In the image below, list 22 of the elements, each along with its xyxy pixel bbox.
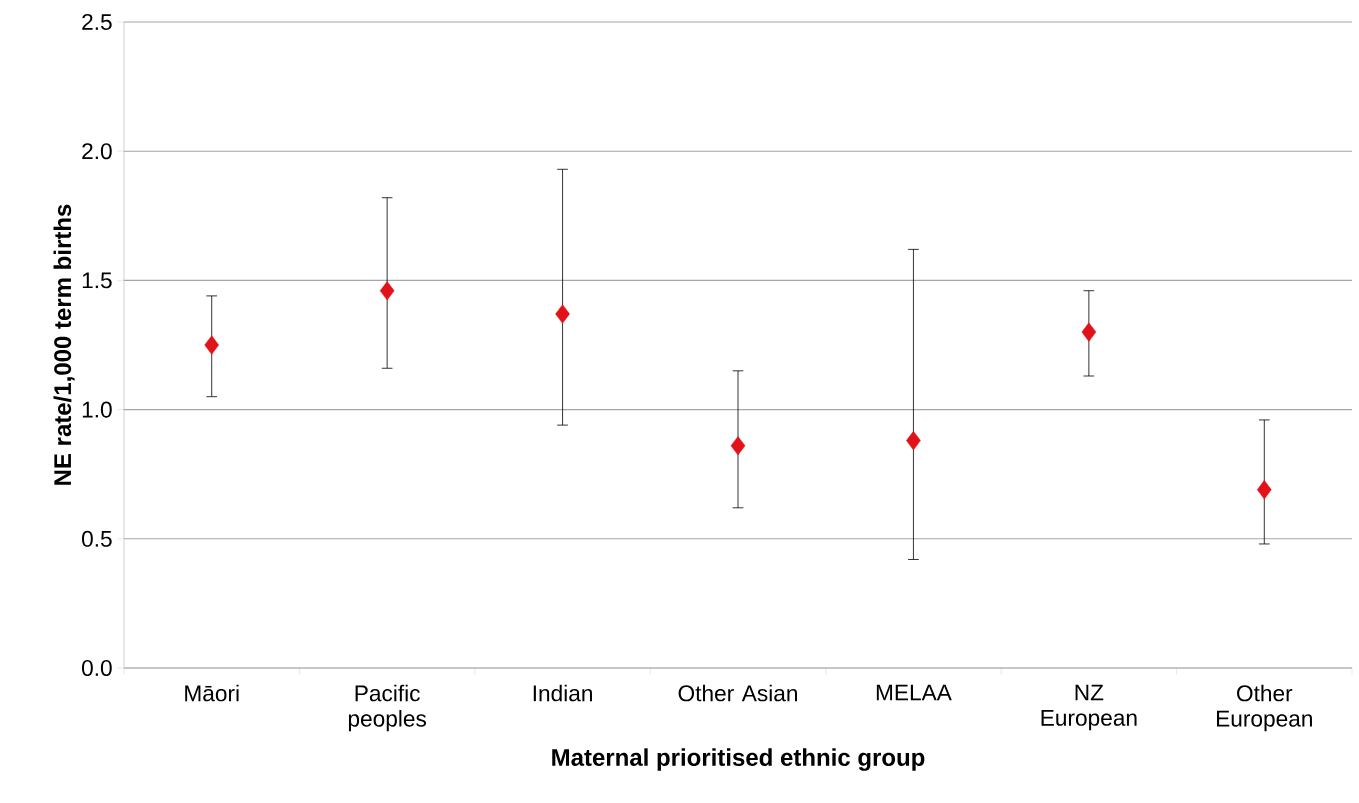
y-tick-label: 0.5 <box>81 530 112 547</box>
y-tick-label: 1.5 <box>82 272 112 289</box>
y-tick-label: 0.0 <box>81 659 112 677</box>
x-axis-title: Maternal prioritised ethnic group <box>552 748 925 771</box>
x-tick-label: Pacific peoples <box>348 684 427 732</box>
point <box>1081 322 1097 342</box>
point <box>555 304 570 324</box>
x-tick-label: MELAA <box>876 684 952 701</box>
y-tick-label: 1.0 <box>82 401 112 418</box>
x-tick-label: Māori <box>185 684 239 702</box>
x-tick-label: Other European <box>1217 684 1312 732</box>
point <box>379 281 395 301</box>
point <box>204 335 219 355</box>
y-tick-label: 2.5 <box>82 13 112 31</box>
y-tick-label: 2.0 <box>82 143 112 160</box>
x-tick-label: Other Asian <box>678 684 797 702</box>
point <box>906 431 921 451</box>
x-tick-label: Indian <box>533 684 592 702</box>
point <box>730 436 746 456</box>
y-axis-title: NE rate/1,000 term births <box>53 204 75 485</box>
x-tick-label: NZ European <box>1041 684 1137 731</box>
point <box>1257 480 1272 500</box>
